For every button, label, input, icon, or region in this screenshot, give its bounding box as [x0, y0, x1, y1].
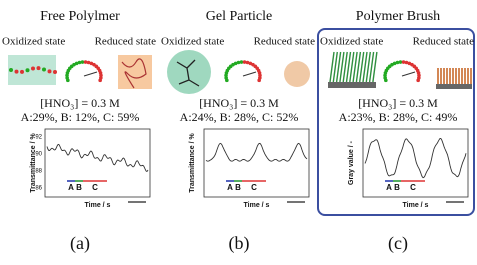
chain-bead: [37, 66, 41, 70]
chain-bead: [15, 70, 19, 74]
figure: Free Polylmer Oxidized state Reduced state…: [0, 0, 477, 265]
y-tick-label: 86: [35, 186, 42, 192]
brush-base: [436, 84, 472, 89]
chain-bead: [48, 69, 52, 73]
gel-swollen: [167, 50, 211, 94]
bz-arrow: [243, 72, 256, 76]
bz-arrow: [84, 72, 97, 76]
chain-bead: [42, 67, 46, 71]
condition: [HNO₃] = 0.3 M: [199, 96, 279, 110]
composition: A:29%, B: 12%, C: 59%: [21, 110, 140, 124]
state-label: Reduced state: [254, 36, 316, 48]
segment-label: C: [251, 183, 257, 192]
x-axis-label: Time / s: [244, 202, 270, 209]
y-axis-label: Transmittance / %: [30, 132, 37, 192]
state-label: Reduced state: [413, 36, 475, 48]
panel-title: Polymer Brush: [356, 9, 440, 24]
chain-bead: [31, 66, 35, 70]
chain-bead: [53, 70, 57, 74]
y-tick-label: 92: [35, 135, 42, 141]
bz-arrow: [402, 72, 415, 76]
x-axis-label: Time / s: [85, 202, 111, 209]
segment-label: B: [76, 183, 82, 192]
segment-label: B: [394, 183, 400, 192]
composition: A:24%, B: 28%, C: 52%: [180, 110, 299, 124]
bz-ring-dot: [98, 79, 102, 83]
state-label: Oxidized state: [320, 36, 383, 48]
panel-title: Gel Particle: [206, 9, 272, 24]
signal-trace: [365, 139, 466, 178]
bz-ring-dot: [257, 79, 261, 83]
state-label: Oxidized state: [161, 36, 224, 48]
signal-trace: [206, 143, 307, 161]
condition: [HNO₃] = 0.3 M: [40, 96, 120, 110]
composition: A:23%, B: 28%, C: 49%: [339, 110, 458, 124]
segment-label: A: [386, 183, 392, 192]
state-label: Oxidized state: [2, 36, 65, 48]
bz-ring-dot: [416, 79, 420, 83]
segment-label: B: [235, 183, 241, 192]
y-axis-label: Transmittance / %: [189, 132, 196, 192]
condition: [HNO₃] = 0.3 M: [358, 96, 438, 110]
state-label: Reduced state: [95, 36, 157, 48]
gel-shrunk: [284, 61, 310, 87]
y-axis-label: Gray value / -: [348, 140, 355, 185]
segment-label: A: [68, 183, 74, 192]
caption: (a): [70, 233, 90, 254]
chain-bead: [20, 70, 24, 74]
signal-trace: [47, 144, 148, 171]
y-tick-label: 90: [35, 152, 42, 158]
y-tick-label: 88: [35, 169, 42, 175]
x-axis-label: Time / s: [403, 202, 429, 209]
segment-label: C: [410, 183, 416, 192]
segment-label: A: [227, 183, 233, 192]
segment-label: C: [92, 183, 98, 192]
chain-bead: [26, 68, 30, 72]
brush-base: [328, 82, 376, 88]
caption: (c): [388, 233, 408, 254]
caption: (b): [229, 233, 250, 254]
panel-title: Free Polylmer: [40, 9, 120, 24]
polymer-coil: [118, 55, 152, 89]
chain-bead: [9, 68, 13, 72]
